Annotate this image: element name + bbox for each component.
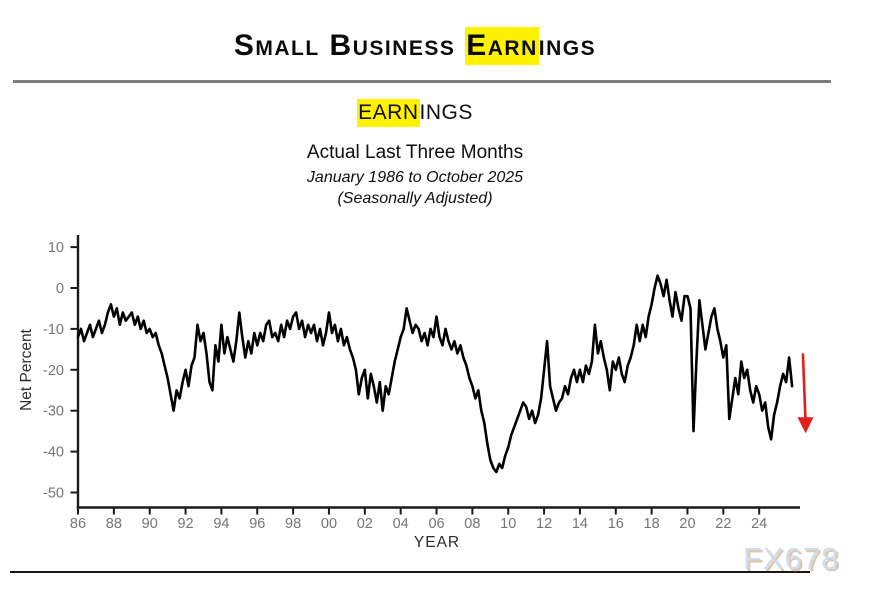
x-axis-title: YEAR xyxy=(414,534,460,551)
y-tick-label: -20 xyxy=(43,363,64,379)
x-tick-label: 00 xyxy=(321,516,337,532)
x-tick-label: 18 xyxy=(644,516,660,532)
x-tick-label: 98 xyxy=(285,516,301,532)
trend-down-arrow xyxy=(797,353,814,434)
y-tick-label: -50 xyxy=(43,486,64,502)
x-tick-label: 16 xyxy=(608,516,624,532)
x-tick-label: 90 xyxy=(142,516,158,532)
page-title-pre: Small Business xyxy=(233,29,466,62)
x-tick-label: 08 xyxy=(464,516,480,532)
chart-subtitle-measure: Actual Last Three Months xyxy=(306,142,524,163)
x-tick-label: 88 xyxy=(106,516,122,532)
down-arrow-head xyxy=(797,417,814,434)
y-tick-label: -30 xyxy=(43,404,64,420)
x-tick-label: 02 xyxy=(357,516,373,532)
y-tick-label: 0 xyxy=(56,281,64,297)
y-axis-ticks: 10 0 -10 -20 -30 -40 -50 xyxy=(43,240,79,502)
x-tick-label: 94 xyxy=(213,516,229,532)
down-arrow-shaft xyxy=(801,353,807,419)
x-tick-label: 86 xyxy=(70,516,86,532)
chart-title-post: INGS xyxy=(419,101,473,124)
y-tick-label: -40 xyxy=(43,445,64,461)
y-axis-title: Net Percent xyxy=(18,328,35,411)
x-tick-label: 14 xyxy=(572,516,588,532)
chart-title-highlight: EARN xyxy=(357,99,420,127)
page-title-post: ings xyxy=(538,29,597,62)
top-divider xyxy=(13,80,831,83)
earnings-line-group xyxy=(76,274,794,474)
x-tick-label: 12 xyxy=(536,516,552,532)
earnings-line xyxy=(76,274,794,474)
x-tick-label: 24 xyxy=(751,516,767,532)
x-tick-label: 10 xyxy=(500,516,516,532)
page-title: Small Business Earnings xyxy=(0,27,830,65)
x-tick-label: 22 xyxy=(715,516,731,532)
page-title-highlight: Earn xyxy=(465,27,539,65)
watermark: FX678 xyxy=(743,541,840,576)
x-axis-ticks: 86 88 90 92 94 96 98 00 02 04 06 08 10 12 14 16 18 20 22 24 xyxy=(70,507,767,532)
x-tick-label: 04 xyxy=(393,516,409,532)
chart-subtitle-period: January 1986 to October 2025 xyxy=(306,169,524,186)
x-tick-label: 92 xyxy=(177,516,193,532)
bottom-divider xyxy=(10,571,810,573)
chart-title: EARNINGS xyxy=(0,99,830,127)
y-tick-label: 10 xyxy=(48,240,64,256)
x-tick-label: 96 xyxy=(249,516,265,532)
x-tick-label: 06 xyxy=(428,516,444,532)
y-tick-label: -10 xyxy=(43,322,64,338)
chart-subtitle-adjustment: (Seasonally Adjusted) xyxy=(337,190,493,207)
x-tick-label: 20 xyxy=(679,516,695,532)
